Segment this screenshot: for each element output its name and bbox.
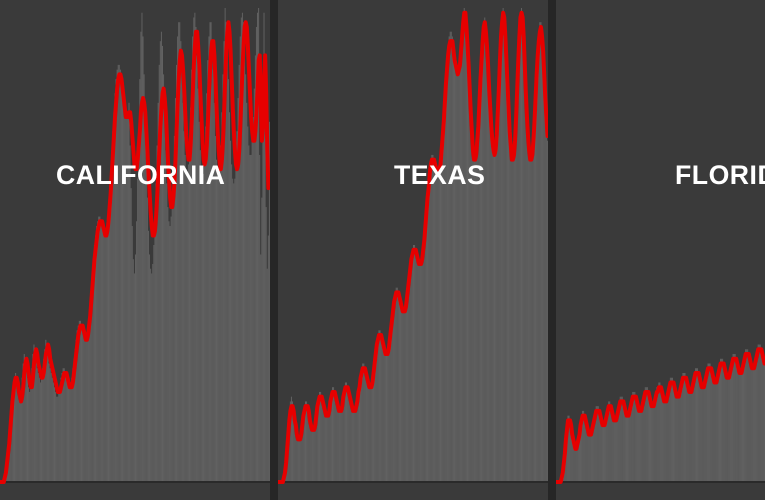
panel-divider [548, 0, 556, 500]
panel-divider [270, 0, 278, 500]
panel-california: CALIFORNIA [0, 0, 270, 500]
chart-florida [556, 0, 765, 500]
panel-title-texas: TEXAS [394, 160, 485, 191]
chart-california [0, 0, 270, 500]
chart-texas [278, 0, 548, 500]
panel-florida: FLORID [556, 0, 765, 500]
small-multiples-container: CALIFORNIA TEXAS FLORID [0, 0, 765, 500]
panel-texas: TEXAS [278, 0, 548, 500]
panel-title-florida: FLORID [675, 160, 765, 191]
bars [561, 345, 765, 482]
panel-title-california: CALIFORNIA [56, 160, 225, 191]
